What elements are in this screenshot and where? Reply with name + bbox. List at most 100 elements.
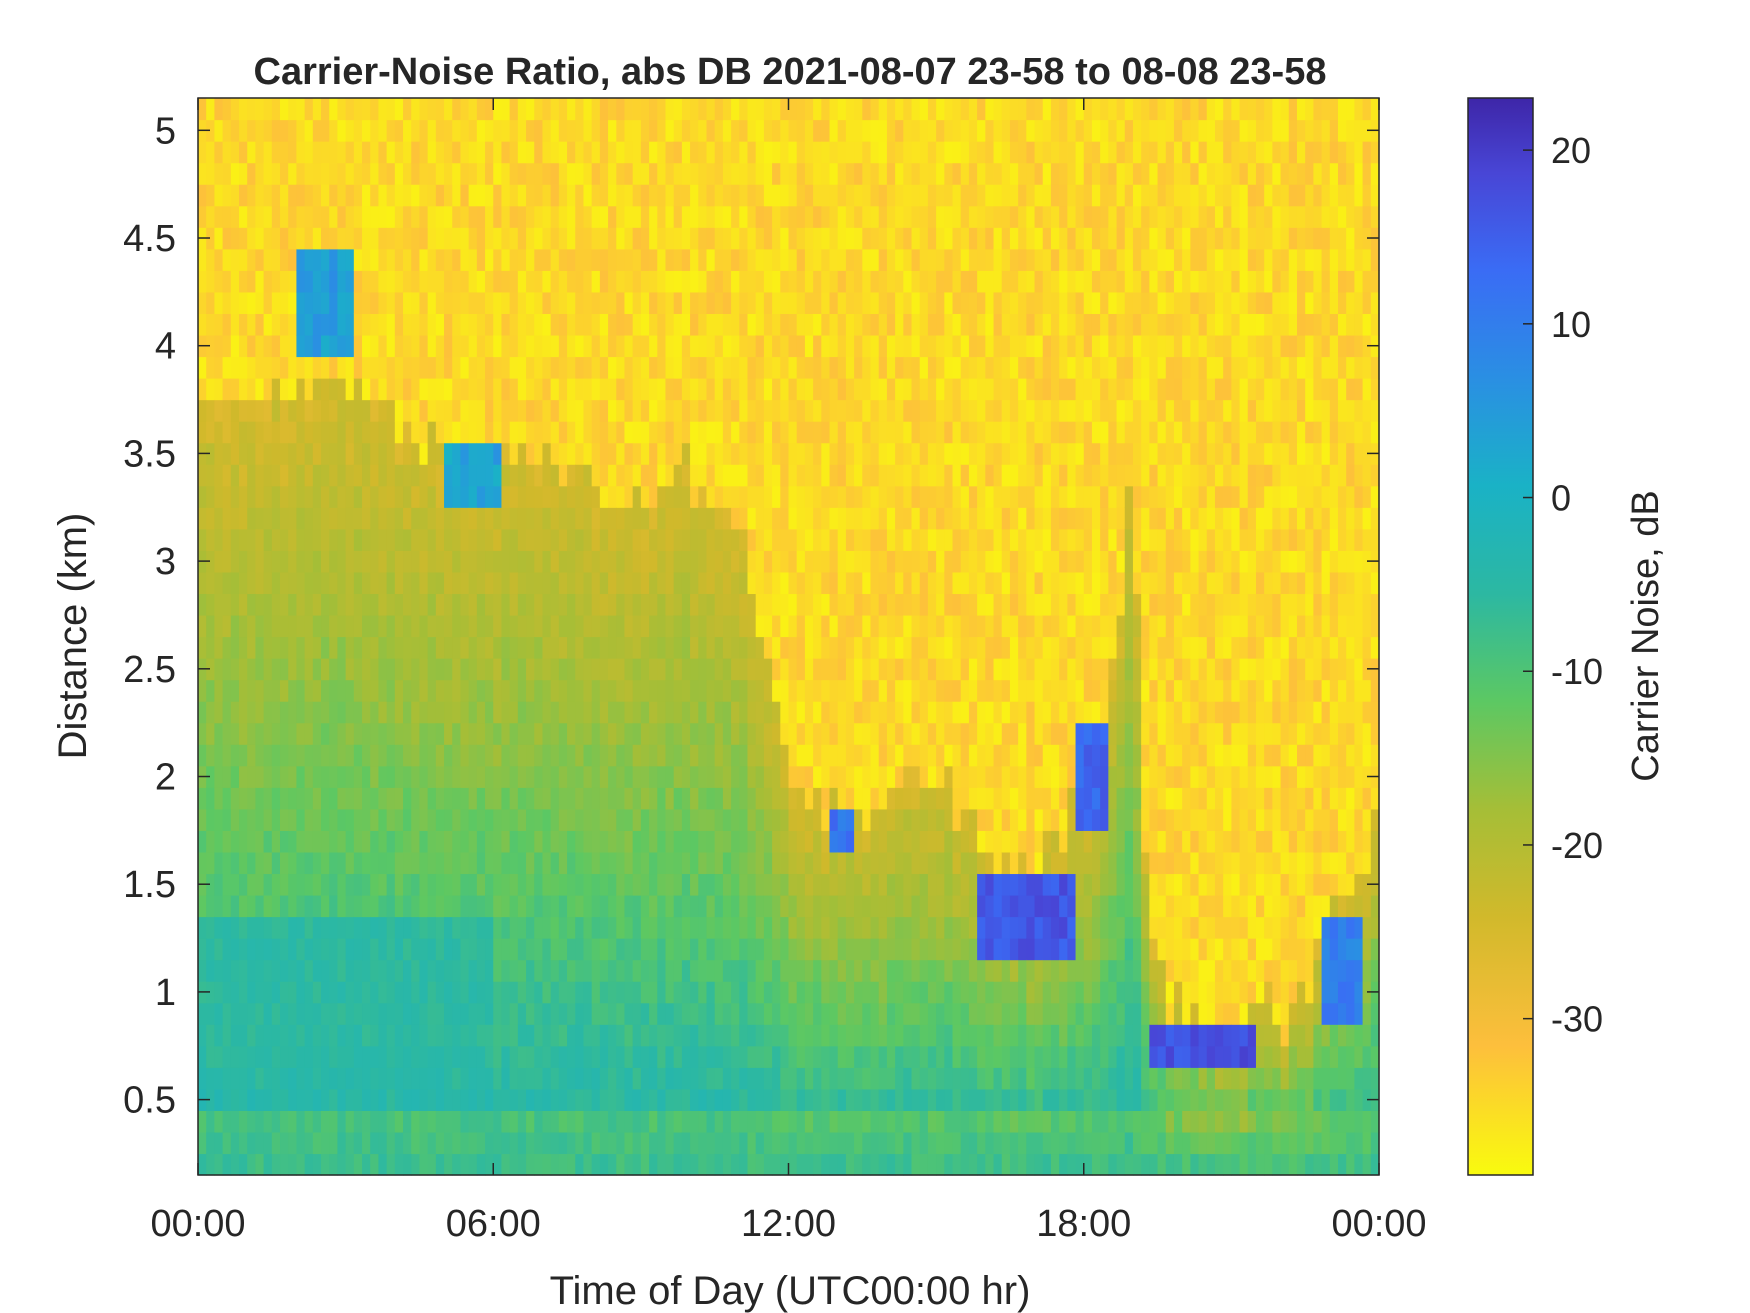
heatmap-cell bbox=[796, 614, 806, 638]
heatmap-cell bbox=[386, 399, 396, 422]
heatmap-cell bbox=[444, 291, 453, 314]
heatmap-cell bbox=[944, 485, 954, 508]
heatmap-cell bbox=[263, 464, 273, 487]
heatmap-cell bbox=[476, 916, 486, 939]
heatmap-cell bbox=[747, 550, 757, 573]
heatmap-cell bbox=[542, 399, 552, 422]
heatmap-cell bbox=[804, 356, 814, 379]
heatmap-cell bbox=[919, 614, 929, 638]
heatmap-cell bbox=[862, 248, 872, 271]
heatmap-cell bbox=[386, 507, 396, 530]
heatmap-cell bbox=[370, 701, 380, 724]
heatmap-cell bbox=[681, 765, 691, 788]
heatmap-cell bbox=[919, 356, 929, 379]
heatmap-cell bbox=[780, 1024, 790, 1047]
heatmap-cell bbox=[985, 356, 995, 379]
heatmap-cell bbox=[468, 399, 478, 422]
heatmap-cell bbox=[608, 916, 617, 939]
heatmap-cell bbox=[673, 334, 683, 358]
heatmap-cell bbox=[591, 550, 601, 573]
heatmap-cell bbox=[845, 873, 855, 896]
heatmap-cell bbox=[419, 787, 429, 810]
heatmap-cell bbox=[886, 485, 896, 508]
heatmap-cell bbox=[509, 227, 519, 250]
heatmap-cell bbox=[501, 938, 511, 961]
heatmap-cell bbox=[230, 184, 240, 207]
heatmap-cell bbox=[255, 162, 265, 185]
heatmap-cell bbox=[378, 916, 388, 939]
heatmap-cell bbox=[427, 959, 437, 982]
heatmap-cell bbox=[370, 227, 380, 250]
heatmap-cell bbox=[878, 571, 888, 595]
heatmap-cell bbox=[321, 507, 330, 530]
heatmap-cell bbox=[772, 1153, 781, 1176]
heatmap-cell bbox=[599, 485, 609, 508]
heatmap-cell bbox=[854, 830, 863, 853]
heatmap-cell bbox=[649, 442, 658, 465]
heatmap-cell bbox=[550, 830, 560, 853]
heatmap-cell bbox=[493, 851, 503, 875]
heatmap-cell bbox=[583, 356, 593, 379]
heatmap-cell bbox=[804, 959, 814, 982]
heatmap-cell bbox=[813, 485, 822, 508]
heatmap-cell bbox=[542, 485, 552, 508]
heatmap-cell bbox=[878, 162, 888, 185]
heatmap-cell bbox=[624, 485, 634, 508]
heatmap-cell bbox=[280, 227, 289, 250]
heatmap-cell bbox=[444, 442, 453, 465]
heatmap-cell bbox=[665, 528, 675, 551]
heatmap-cell bbox=[821, 1002, 831, 1025]
heatmap-cell bbox=[772, 1002, 781, 1025]
heatmap-cell bbox=[911, 1088, 921, 1111]
heatmap-cell bbox=[394, 356, 404, 379]
heatmap-cell bbox=[206, 98, 215, 121]
heatmap-cell bbox=[517, 507, 527, 530]
heatmap-cell bbox=[247, 701, 257, 724]
heatmap-cell bbox=[312, 679, 322, 702]
heatmap-cell bbox=[599, 894, 609, 918]
heatmap-cell bbox=[198, 830, 207, 853]
heatmap-cell bbox=[435, 1002, 445, 1025]
heatmap-cell bbox=[698, 959, 708, 982]
heatmap-cell bbox=[681, 1153, 691, 1176]
heatmap-cell bbox=[230, 442, 240, 465]
heatmap-cell bbox=[591, 1131, 601, 1155]
heatmap-cell bbox=[854, 270, 863, 293]
heatmap-cell bbox=[468, 959, 478, 982]
heatmap-cell bbox=[452, 1131, 462, 1155]
heatmap-cell bbox=[452, 528, 462, 551]
heatmap-cell bbox=[1001, 1110, 1011, 1133]
heatmap-cell bbox=[936, 1045, 945, 1068]
heatmap-cell bbox=[681, 1024, 691, 1047]
heatmap-cell bbox=[230, 399, 240, 422]
heatmap-cell bbox=[239, 550, 248, 573]
heatmap-cell bbox=[1009, 593, 1019, 616]
heatmap-cell bbox=[509, 614, 519, 638]
heatmap-cell bbox=[452, 1002, 462, 1025]
heatmap-cell bbox=[337, 291, 347, 314]
heatmap-cell bbox=[813, 442, 822, 465]
heatmap-cell bbox=[386, 528, 396, 551]
heatmap-cell bbox=[640, 722, 650, 745]
heatmap-cell bbox=[304, 636, 314, 659]
heatmap-cell bbox=[230, 1002, 240, 1025]
heatmap-cell bbox=[608, 679, 617, 702]
heatmap-cell bbox=[411, 679, 421, 702]
heatmap-cell bbox=[960, 1131, 970, 1155]
heatmap-cell bbox=[271, 1045, 281, 1068]
heatmap-cell bbox=[944, 873, 954, 896]
heatmap-cell bbox=[714, 571, 724, 595]
heatmap-cell bbox=[509, 701, 519, 724]
heatmap-cell bbox=[878, 442, 888, 465]
heatmap-cell bbox=[796, 1002, 806, 1025]
heatmap-cell bbox=[296, 98, 306, 121]
heatmap-cell bbox=[304, 894, 314, 918]
heatmap-cell bbox=[927, 1002, 937, 1025]
heatmap-cell bbox=[731, 550, 740, 573]
heatmap-cell bbox=[329, 571, 339, 595]
heatmap-cell bbox=[608, 1131, 617, 1155]
heatmap-cell bbox=[296, 1110, 306, 1133]
heatmap-cell bbox=[804, 787, 814, 810]
heatmap-cell bbox=[624, 378, 634, 401]
heatmap-cell bbox=[681, 162, 691, 185]
